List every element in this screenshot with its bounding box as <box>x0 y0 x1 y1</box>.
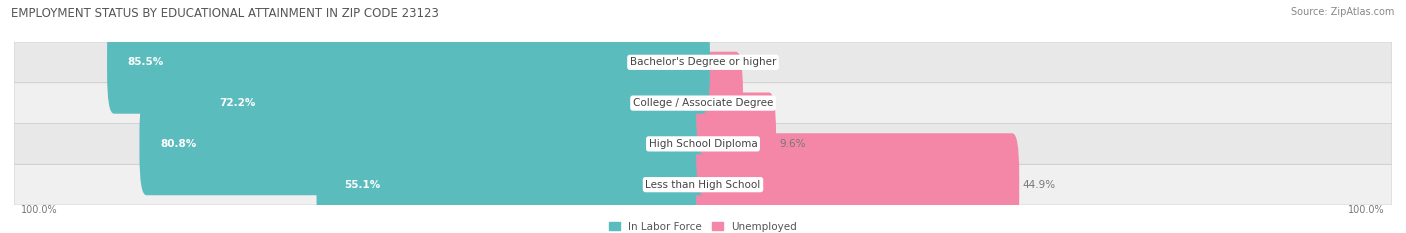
Text: 0.0%: 0.0% <box>713 57 740 67</box>
FancyBboxPatch shape <box>139 93 710 195</box>
Text: 9.6%: 9.6% <box>779 139 806 149</box>
FancyBboxPatch shape <box>14 83 1392 123</box>
Text: 72.2%: 72.2% <box>219 98 256 108</box>
FancyBboxPatch shape <box>14 164 1392 205</box>
Text: EMPLOYMENT STATUS BY EDUCATIONAL ATTAINMENT IN ZIP CODE 23123: EMPLOYMENT STATUS BY EDUCATIONAL ATTAINM… <box>11 7 439 20</box>
Text: 100.0%: 100.0% <box>1348 205 1385 215</box>
Text: 55.1%: 55.1% <box>344 180 380 190</box>
Text: 4.8%: 4.8% <box>747 98 773 108</box>
Text: 80.8%: 80.8% <box>160 139 197 149</box>
Text: Less than High School: Less than High School <box>645 180 761 190</box>
Text: Bachelor's Degree or higher: Bachelor's Degree or higher <box>630 57 776 67</box>
Text: 85.5%: 85.5% <box>128 57 165 67</box>
FancyBboxPatch shape <box>107 11 710 114</box>
Legend: In Labor Force, Unemployed: In Labor Force, Unemployed <box>605 217 801 233</box>
FancyBboxPatch shape <box>696 93 776 195</box>
Text: 100.0%: 100.0% <box>21 205 58 215</box>
Text: High School Diploma: High School Diploma <box>648 139 758 149</box>
FancyBboxPatch shape <box>316 133 710 233</box>
FancyBboxPatch shape <box>198 52 710 154</box>
FancyBboxPatch shape <box>696 133 1019 233</box>
Text: 44.9%: 44.9% <box>1022 180 1056 190</box>
FancyBboxPatch shape <box>14 123 1392 164</box>
FancyBboxPatch shape <box>14 42 1392 83</box>
FancyBboxPatch shape <box>696 52 742 154</box>
Text: College / Associate Degree: College / Associate Degree <box>633 98 773 108</box>
Text: Source: ZipAtlas.com: Source: ZipAtlas.com <box>1291 7 1395 17</box>
